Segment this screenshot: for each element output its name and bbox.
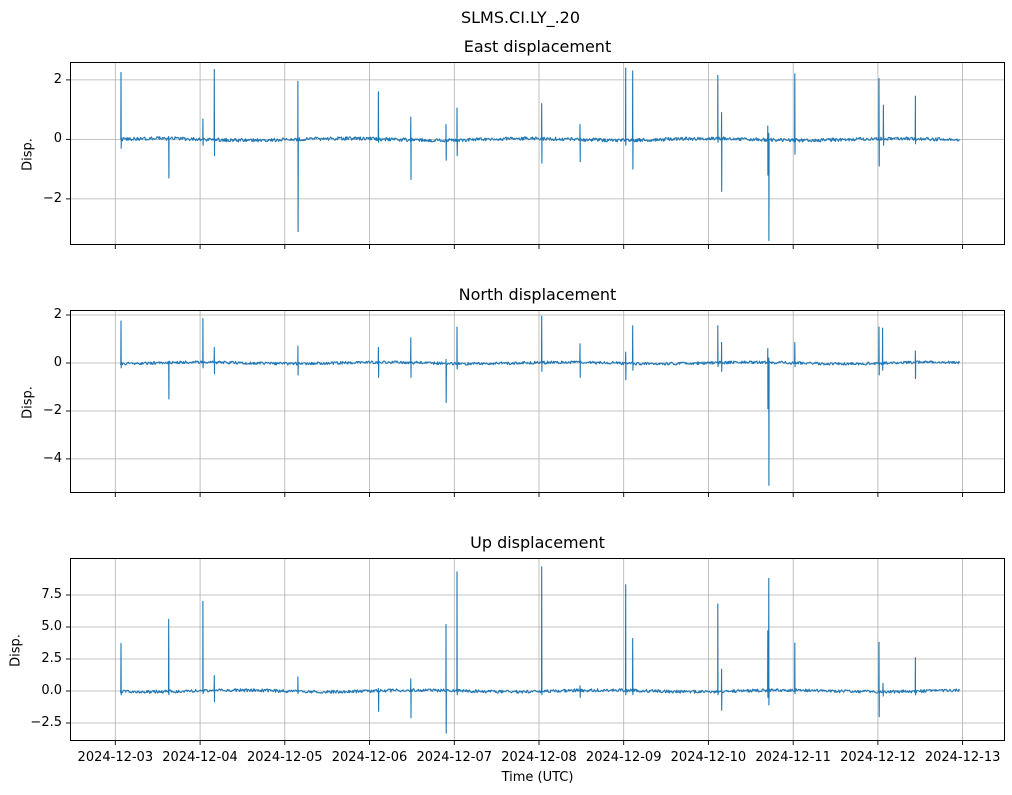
chart-title-up: Up displacement bbox=[470, 533, 605, 552]
y-tick-label: 2 bbox=[53, 71, 62, 87]
y-tick-label: 0 bbox=[53, 355, 62, 370]
x-tick-label: 2024-12-03 bbox=[77, 750, 154, 765]
y-tick-labels-up: 7.5 5.0 2.5 0.0 −2.5 bbox=[0, 558, 66, 741]
chart-svg bbox=[66, 558, 1005, 745]
x-tick-label: 2024-12-13 bbox=[924, 750, 1001, 765]
x-tick-label: 2024-12-05 bbox=[247, 750, 323, 765]
chart-svg bbox=[66, 62, 1005, 249]
x-tick-label: 2024-12-09 bbox=[585, 750, 662, 765]
figure-title: SLMS.CI.LY_.20 bbox=[460, 8, 581, 27]
x-tick-label: 2024-12-11 bbox=[755, 750, 831, 765]
data-line bbox=[119, 566, 961, 734]
axes-spines bbox=[70, 62, 1005, 245]
y-tick-label: 2.5 bbox=[41, 650, 62, 666]
x-axis-label: Time (UTC) bbox=[501, 770, 574, 785]
y-tick-label: 7.5 bbox=[41, 586, 62, 602]
data-line bbox=[119, 315, 961, 486]
y-tick-label: −4 bbox=[42, 450, 62, 466]
x-tick-labels: 2024-12-03 2024-12-04 2024-12-05 2024-12-06… bbox=[70, 750, 1005, 766]
y-tick-label: −2 bbox=[42, 402, 62, 418]
y-tick-label: −2.5 bbox=[30, 714, 62, 730]
y-tick-label: 0 bbox=[53, 131, 62, 147]
axes-spines bbox=[70, 310, 1005, 493]
chart-title-east: East displacement bbox=[463, 37, 612, 56]
plot-area-east bbox=[66, 62, 1005, 249]
y-tick-labels-east: 2 0 −2 bbox=[0, 62, 66, 245]
x-tick-label: 2024-12-12 bbox=[840, 750, 916, 765]
x-tick-label: 2024-12-08 bbox=[501, 750, 577, 765]
y-tick-label: 2 bbox=[53, 307, 62, 323]
x-tick-label: 2024-12-06 bbox=[331, 750, 408, 765]
x-tick-label: 2024-12-04 bbox=[162, 750, 238, 765]
y-tick-label: −2 bbox=[42, 190, 62, 206]
x-tick-label: 2024-12-07 bbox=[416, 750, 493, 765]
y-tick-label: 0.0 bbox=[41, 682, 62, 698]
chart-svg bbox=[66, 310, 1005, 497]
y-tick-labels-north: 2 0 −2 −4 bbox=[0, 307, 66, 493]
axes-spines bbox=[70, 558, 1005, 741]
x-tick-label: 2024-12-10 bbox=[670, 750, 747, 765]
plot-area-up bbox=[66, 558, 1005, 745]
chart-title-north: North displacement bbox=[458, 285, 617, 304]
y-tick-label: 5.0 bbox=[41, 618, 62, 634]
plot-area-north bbox=[66, 310, 1005, 497]
data-line bbox=[119, 67, 961, 242]
